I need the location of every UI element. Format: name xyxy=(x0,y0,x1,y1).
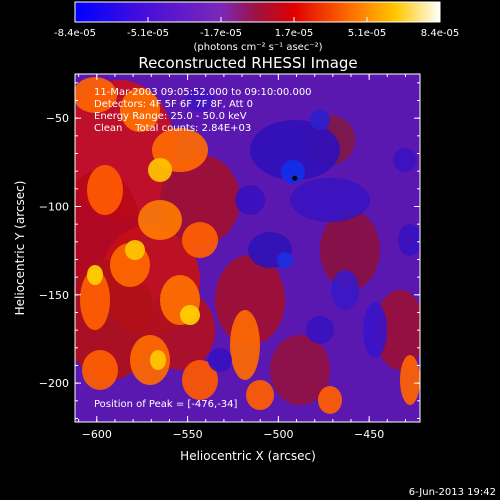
colorbar-tick-label: -5.1e-05 xyxy=(127,28,169,39)
heatmap-blob xyxy=(125,240,145,260)
heatmap-blob xyxy=(290,178,370,222)
colorbar-tick-label: -8.4e-05 xyxy=(54,28,96,39)
y-tick-label: −150 xyxy=(39,289,69,302)
x-tick-label: −550 xyxy=(172,428,202,441)
colorbar-ticks xyxy=(74,17,441,22)
heatmap-blobs xyxy=(75,77,420,414)
colorbar-tick-label: 5.1e-05 xyxy=(348,28,386,39)
heatmap-blob xyxy=(182,222,218,258)
heatmap-blob xyxy=(306,316,334,344)
y-axis-label: Heliocentric Y (arcsec) xyxy=(13,181,27,316)
peak-marker xyxy=(292,175,298,181)
heatmap-blob xyxy=(281,160,305,184)
plot-frame xyxy=(74,73,421,423)
heatmap-blob xyxy=(310,110,330,130)
heatmap-blob xyxy=(400,355,420,405)
footer-date: 6-Jun-2013 19:42 xyxy=(409,487,496,498)
heatmap-blob xyxy=(277,252,293,268)
heatmap-image xyxy=(75,74,420,422)
heatmap-blob xyxy=(215,255,285,345)
heatmap-blob xyxy=(82,350,118,390)
heatmap-blob xyxy=(363,302,387,358)
info-detectors: Detectors: 4F 5F 6F 7F 8F, Att 0 xyxy=(94,99,253,110)
info-clean-counts: Clean Total counts: 2.84E+03 xyxy=(94,123,251,134)
y-tick-label: −200 xyxy=(39,377,69,390)
heatmap-blob xyxy=(87,165,123,215)
colorbar-tick-label: 8.4e-05 xyxy=(421,28,459,39)
heatmap-blob xyxy=(180,305,200,325)
heatmap-blob xyxy=(138,200,182,240)
heatmap-blob xyxy=(375,290,420,370)
heatmap-blob xyxy=(393,148,417,172)
heatmap-blob xyxy=(270,335,330,405)
plot-title: Reconstructed RHESSI Image xyxy=(138,54,357,72)
heatmap-blob xyxy=(120,88,160,132)
x-axis-label: Heliocentric X (arcsec) xyxy=(180,449,316,463)
x-tick-label: −600 xyxy=(82,428,112,441)
x-tick-label: −450 xyxy=(354,428,384,441)
heatmap-blob xyxy=(235,185,265,215)
heatmap-blob xyxy=(246,380,274,410)
heatmap-blob xyxy=(398,224,420,256)
y-tick-label: −100 xyxy=(39,200,69,213)
heatmap-blob xyxy=(150,350,166,370)
heatmap-blob xyxy=(182,360,218,400)
peak-position-text: Position of Peak = [-476,-34] xyxy=(94,399,238,410)
y-tick-label: −50 xyxy=(46,112,69,125)
colorbar-unit-label: (photons cm⁻² s⁻¹ asec⁻²) xyxy=(193,42,322,53)
info-time-range: 11-Mar-2003 09:05:52.000 to 09:10:00.000 xyxy=(94,87,312,98)
heatmap-blob xyxy=(250,120,340,180)
info-overlay: 11-Mar-2003 09:05:52.000 to 09:10:00.000… xyxy=(94,87,312,134)
colorbar-tick-label: -1.7e-05 xyxy=(200,28,242,39)
axes: −600 −550 −500 −450 −50 −100 −150 −200 xyxy=(39,74,420,441)
heatmap-blob xyxy=(148,158,172,182)
info-energy-range: Energy Range: 25.0 - 50.0 keV xyxy=(94,111,247,122)
colorbar-gradient xyxy=(74,1,441,23)
colorbar: -8.4e-05 -5.1e-05 -1.7e-05 1.7e-05 5.1e-… xyxy=(54,1,459,53)
x-tick-label: −500 xyxy=(263,428,293,441)
heatmap-blob xyxy=(230,310,260,380)
heatmap-blob xyxy=(75,77,117,113)
heatmap-blob xyxy=(80,270,110,330)
heatmap-blob xyxy=(318,386,342,414)
heatmap-blob xyxy=(186,88,214,112)
heatmap-blob xyxy=(331,270,359,310)
colorbar-tick-label: 1.7e-05 xyxy=(275,28,313,39)
heatmap-blob xyxy=(208,348,232,372)
heatmap-blob xyxy=(87,265,103,285)
heatmap-blob xyxy=(320,210,380,290)
